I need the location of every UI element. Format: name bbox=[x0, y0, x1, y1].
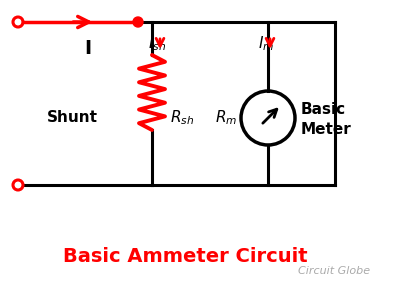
Text: Basic Ammeter Circuit: Basic Ammeter Circuit bbox=[63, 247, 307, 266]
Text: Circuit Globe: Circuit Globe bbox=[298, 266, 370, 276]
Text: Basic: Basic bbox=[301, 103, 346, 118]
Text: $I_m$: $I_m$ bbox=[258, 34, 274, 53]
Circle shape bbox=[133, 17, 143, 27]
Text: I: I bbox=[84, 39, 92, 58]
Text: Meter: Meter bbox=[301, 122, 352, 137]
Text: $R_{sh}$: $R_{sh}$ bbox=[170, 109, 194, 127]
Text: $I_{sh}$: $I_{sh}$ bbox=[148, 34, 166, 53]
Text: $R_m$: $R_m$ bbox=[215, 109, 237, 127]
Text: Shunt: Shunt bbox=[46, 110, 98, 126]
